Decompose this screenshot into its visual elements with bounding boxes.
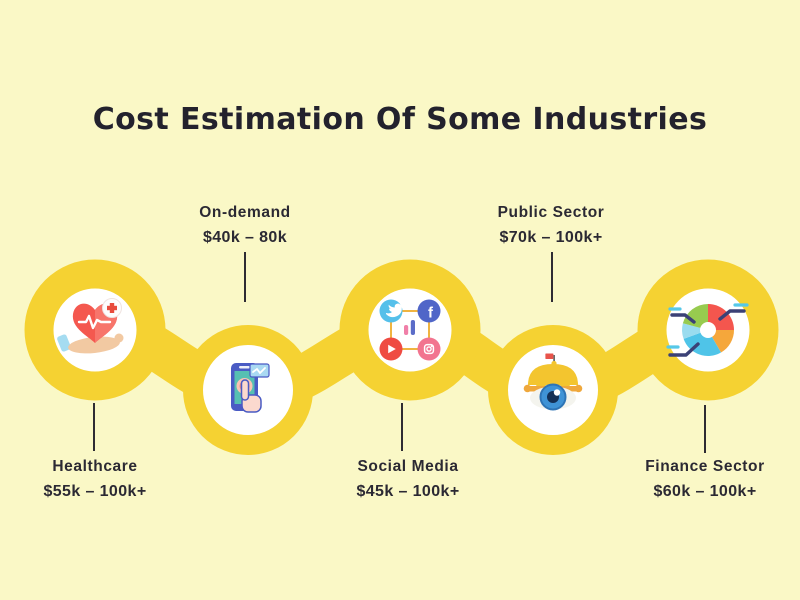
industry-cost-range: $55k – 100k+ xyxy=(43,483,147,500)
industry-name: Finance Sector xyxy=(645,458,765,475)
industry-cost-range: $60k – 100k+ xyxy=(653,483,757,500)
industry-label-social-media: Social Media $45k – 100k+ xyxy=(298,458,518,501)
industry-cost-range: $70k – 100k+ xyxy=(499,229,603,246)
page-title: Cost Estimation Of Some Industries xyxy=(92,102,708,137)
bar-chart-icon xyxy=(404,325,409,335)
industry-name: Public Sector xyxy=(497,204,605,221)
mobile-tap-icon xyxy=(231,363,270,413)
facebook-icon xyxy=(417,299,441,323)
industry-name: Healthcare xyxy=(52,458,138,475)
industry-name: On-demand xyxy=(199,204,291,221)
svg-text:f: f xyxy=(428,305,434,322)
social-media-ring xyxy=(339,259,481,401)
heart-in-hand-icon xyxy=(57,298,124,354)
social-networks-icon: f xyxy=(379,299,441,361)
government-dome-eye-icon xyxy=(523,353,583,411)
pie-chart-callouts-icon xyxy=(666,303,749,357)
industry-label-on-demand: On-demand $40k – 80k xyxy=(135,204,355,247)
industry-cost-range: $45k – 100k+ xyxy=(356,483,460,500)
instagram-icon xyxy=(417,337,441,361)
industry-name: Social Media xyxy=(357,458,459,475)
industry-label-public-sector: Public Sector $70k – 100k+ xyxy=(441,204,661,247)
label-connector-lines xyxy=(93,252,706,453)
industry-label-healthcare: Healthcare $55k – 100k+ xyxy=(0,458,205,501)
industry-label-finance-sector: Finance Sector $60k – 100k+ xyxy=(595,458,800,501)
industry-cost-range: $40k – 80k xyxy=(202,229,288,246)
